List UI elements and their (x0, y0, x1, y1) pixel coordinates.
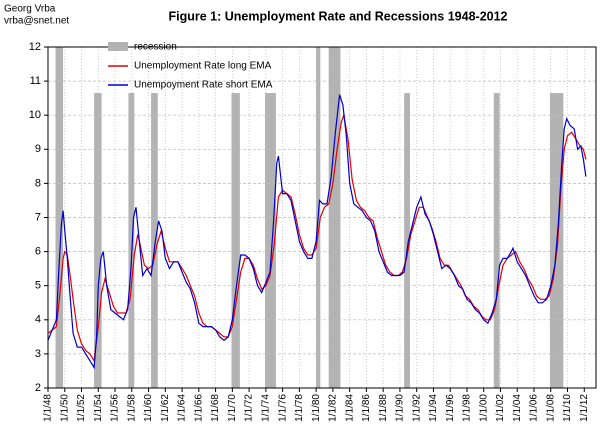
x-tick-label: 1/1/64 (177, 394, 188, 422)
x-tick-label: 1/1/76 (277, 394, 288, 422)
y-tick-label: 2 (35, 382, 41, 394)
y-tick-label: 7 (35, 211, 41, 223)
x-tick-label: 1/1/68 (210, 394, 221, 422)
legend-swatch (108, 42, 128, 51)
x-tick-label: 1/1/80 (311, 394, 322, 422)
x-tick-label: 1/1/58 (126, 394, 137, 422)
x-tick-label: 1/1/70 (227, 394, 238, 422)
x-tick-label: 1/1/54 (93, 394, 104, 422)
x-tick-label: 1/1/60 (143, 394, 154, 422)
x-tick-label: 1/1/78 (294, 394, 305, 422)
y-tick-label: 10 (29, 109, 41, 121)
x-tick-label: 1/1/48 (43, 394, 54, 422)
y-tick-label: 6 (35, 246, 41, 258)
recession-bar (493, 93, 500, 388)
recession-bar (404, 93, 410, 388)
y-tick-label: 3 (35, 348, 41, 360)
data-line (47, 94, 587, 370)
x-tick-label: 1/1/56 (110, 394, 121, 422)
recession-bar (231, 93, 240, 388)
x-tick-label: 1/1/84 (344, 394, 355, 422)
x-tick-label: 1/1/12 (579, 394, 590, 422)
author: Georg Vrba (4, 4, 56, 15)
y-tick-label: 11 (30, 75, 41, 87)
x-tick-label: 1/1/96 (445, 394, 456, 422)
x-tick-label: 1/1/92 (411, 394, 422, 422)
legend-label: recession (134, 42, 177, 53)
recession-bar (128, 93, 135, 388)
legend-label: Unempoyment Rate short EMA (134, 80, 273, 91)
x-tick-label: 1/1/86 (361, 394, 372, 422)
x-tick-label: 1/1/06 (529, 394, 540, 422)
y-tick-label: 12 (29, 41, 41, 53)
x-tick-label: 1/1/02 (495, 394, 506, 422)
x-tick-label: 1/1/98 (462, 394, 473, 422)
x-tick-label: 1/1/10 (562, 394, 573, 422)
x-tick-label: 1/1/66 (193, 394, 204, 422)
x-tick-label: 1/1/94 (428, 394, 439, 422)
x-tick-label: 1/1/50 (59, 394, 70, 422)
x-tick-label: 1/1/74 (260, 394, 271, 422)
x-tick-label: 1/1/00 (478, 394, 489, 422)
x-tick-label: 1/1/72 (244, 394, 255, 422)
legend-label: Unemployment Rate long EMA (134, 61, 272, 72)
y-tick-label: 8 (35, 177, 41, 189)
plot-frame (47, 46, 597, 389)
x-tick-label: 1/1/08 (545, 394, 556, 422)
y-tick-label: 5 (35, 280, 41, 292)
x-tick-label: 1/1/82 (328, 394, 339, 422)
x-tick-label: 1/1/62 (160, 394, 171, 422)
x-tick-label: 1/1/04 (512, 394, 523, 422)
y-tick-label: 9 (35, 143, 41, 155)
x-tick-label: 1/1/88 (378, 394, 389, 422)
x-tick-label: 1/1/90 (395, 394, 406, 422)
recession-bar (94, 93, 102, 388)
recession-bar (151, 93, 158, 388)
chart-title: Figure 1: Unemployment Rate and Recessio… (168, 9, 507, 23)
recession-bar (265, 93, 276, 388)
x-tick-label: 1/1/52 (76, 394, 87, 422)
y-tick-label: 4 (35, 314, 41, 326)
email: vrba@snet.net (4, 16, 69, 27)
